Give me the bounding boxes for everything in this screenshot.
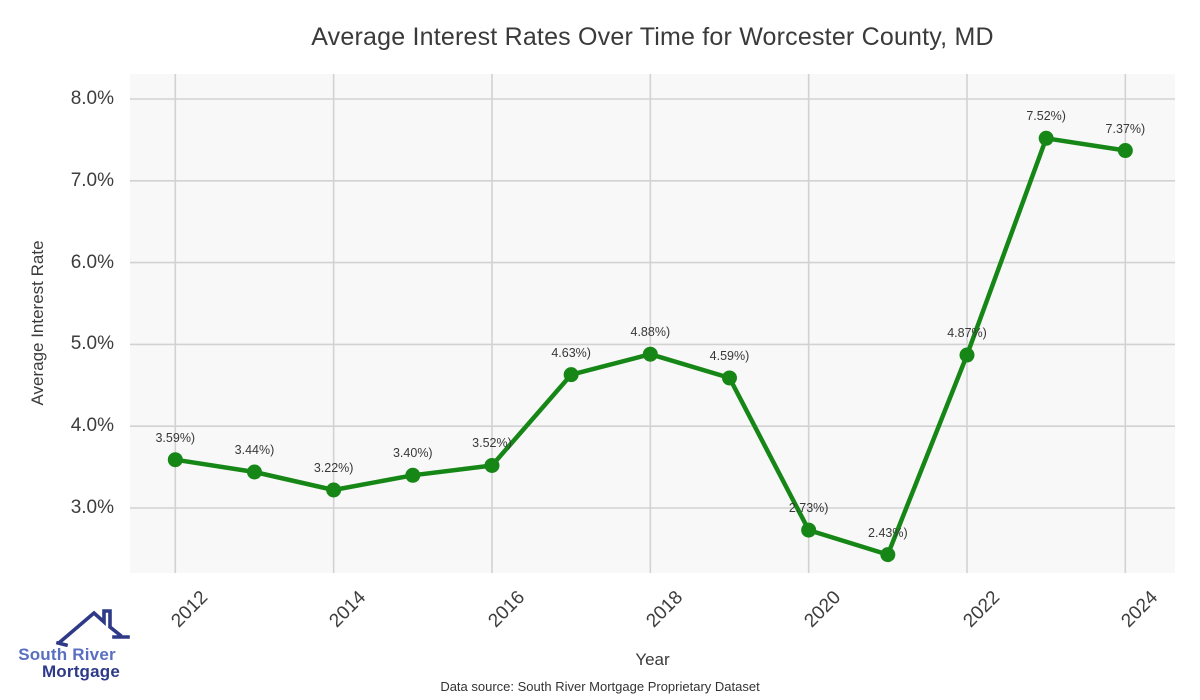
data-point-marker bbox=[1038, 130, 1054, 146]
data-point-marker bbox=[642, 346, 658, 362]
data-point-value-label: 4.59%) bbox=[709, 348, 750, 363]
data-point-value-label: 3.22%) bbox=[313, 461, 354, 475]
data-point-value-label: 3.59%) bbox=[155, 430, 196, 445]
data-source-note: Data source: South River Mortgage Propri… bbox=[440, 679, 760, 694]
house-roof-icon bbox=[55, 609, 130, 648]
x-axis-title: Year bbox=[635, 650, 670, 669]
chart-title: Average Interest Rates Over Time for Wor… bbox=[311, 23, 994, 51]
y-tick-label: 4.0% bbox=[70, 415, 114, 437]
data-point-marker bbox=[959, 347, 975, 363]
data-point-value-label: 2.43%) bbox=[868, 525, 908, 540]
logo-text-mortgage: Mortgage bbox=[41, 662, 121, 681]
data-point-marker bbox=[405, 467, 421, 483]
data-point-value-label: 4.87%) bbox=[947, 326, 987, 341]
y-tick-label: 3.0% bbox=[70, 497, 114, 518]
data-point-marker bbox=[880, 547, 896, 563]
data-point-value-label: 7.52%) bbox=[1026, 109, 1066, 124]
data-point-marker bbox=[484, 457, 500, 473]
data-point-value-label: 2.73%) bbox=[788, 501, 829, 516]
y-tick-label: 7.0% bbox=[70, 169, 114, 191]
data-point-marker bbox=[1117, 143, 1133, 159]
south-river-mortgage-logo: South River Mortgage bbox=[10, 600, 140, 695]
y-tick-label: 5.0% bbox=[70, 333, 114, 355]
data-point-marker bbox=[167, 452, 183, 468]
logo-text-south-river: South River bbox=[18, 645, 116, 664]
data-point-marker bbox=[721, 370, 737, 386]
data-point-value-label: 4.63%) bbox=[551, 345, 591, 360]
data-point-value-label: 4.88%) bbox=[630, 325, 671, 340]
y-tick-label: 6.0% bbox=[70, 251, 114, 273]
data-point-marker bbox=[801, 522, 817, 538]
data-point-marker bbox=[326, 482, 342, 498]
data-point-marker bbox=[246, 464, 262, 480]
data-point-marker bbox=[563, 367, 579, 383]
data-point-value-label: 3.40%) bbox=[392, 446, 433, 461]
y-tick-label: 8.0% bbox=[70, 88, 114, 109]
y-axis-title: Average Interest Rate bbox=[28, 240, 47, 406]
plot-panel bbox=[130, 74, 1175, 573]
data-point-value-label: 7.37%) bbox=[1105, 121, 1146, 136]
data-point-value-label: 3.52%) bbox=[472, 436, 512, 451]
data-point-value-label: 3.44%) bbox=[234, 443, 275, 457]
